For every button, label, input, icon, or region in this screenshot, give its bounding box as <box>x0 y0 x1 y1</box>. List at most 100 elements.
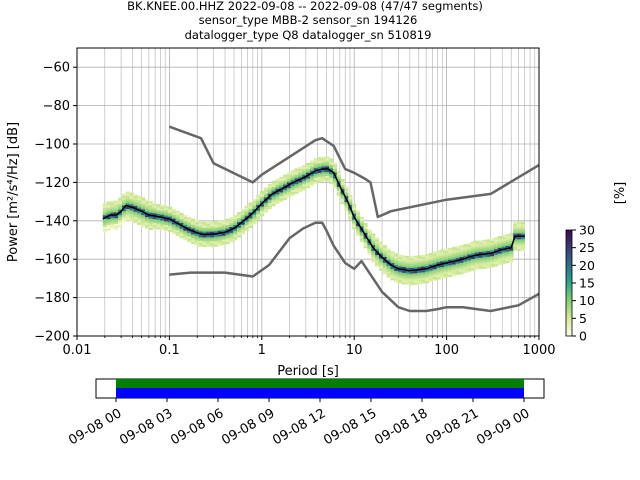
heat-cell <box>513 227 518 230</box>
heat-cell <box>206 239 211 242</box>
y-tick-label: −120 <box>34 176 70 191</box>
heat-cell <box>398 273 403 277</box>
heat-cell <box>252 216 257 219</box>
heat-cell <box>355 233 361 236</box>
heat-cell <box>352 205 357 209</box>
heat-cell <box>375 264 380 267</box>
heat-cell <box>340 182 345 185</box>
heat-cell <box>497 260 502 264</box>
heat-cell <box>187 217 192 220</box>
heat-cell <box>417 280 422 283</box>
heat-cell <box>409 259 414 263</box>
heat-cell <box>309 166 315 169</box>
heat-cell <box>233 238 238 241</box>
heat-cell <box>225 238 230 241</box>
heat-cell <box>405 259 410 263</box>
heat-cell <box>237 214 242 217</box>
heat-cell <box>279 195 284 199</box>
heat-cell <box>271 194 276 197</box>
heat-cell <box>202 237 207 240</box>
heat-cell <box>451 250 456 254</box>
heat-cell <box>179 220 184 223</box>
heat-cell <box>313 158 318 161</box>
heat-cell <box>160 210 165 213</box>
heat-cell <box>348 200 353 203</box>
heat-cell <box>152 205 157 208</box>
heat-cell <box>394 264 399 268</box>
heat-cell <box>501 246 506 249</box>
heat-cell <box>221 227 226 230</box>
heat-cell <box>375 239 380 242</box>
heat-cell <box>513 240 518 244</box>
heat-cell <box>367 234 372 238</box>
heat-cell <box>248 210 253 213</box>
heat-cell <box>497 243 502 246</box>
heat-cell <box>225 222 230 225</box>
heat-cell <box>386 250 391 253</box>
heat-cell <box>294 183 299 187</box>
heat-cell <box>517 248 522 251</box>
heat-cell <box>363 223 368 226</box>
heat-cell <box>467 242 472 245</box>
heat-cell <box>482 251 487 254</box>
heat-cell <box>202 223 207 226</box>
heat-cell <box>156 221 161 224</box>
heat-cell <box>513 225 518 228</box>
heat-cell <box>175 220 180 223</box>
heat-cell <box>424 254 430 257</box>
heat-cell <box>413 255 418 258</box>
heat-cell <box>187 236 192 239</box>
heat-cell <box>229 236 234 239</box>
heat-cell <box>206 240 211 244</box>
heat-cell <box>286 174 292 177</box>
heat-cell <box>125 201 130 204</box>
heat-cell <box>275 180 280 183</box>
heat-cell <box>175 226 180 229</box>
heat-cell <box>474 261 479 265</box>
heat-cell <box>329 164 334 167</box>
heat-cell <box>141 220 146 223</box>
heat-cell <box>121 205 127 208</box>
heat-cell <box>260 196 265 199</box>
heat-cell <box>428 262 433 265</box>
heat-cell <box>171 226 176 229</box>
heat-cell <box>332 166 338 169</box>
heat-cell <box>240 218 245 221</box>
heat-cell <box>106 209 111 212</box>
heat-cell <box>286 193 292 196</box>
heat-cell <box>190 228 196 231</box>
heat-cell <box>313 164 318 167</box>
heat-cell <box>129 194 134 197</box>
heat-cell <box>329 177 334 180</box>
heat-cell <box>432 274 437 277</box>
heat-cell <box>290 187 295 190</box>
heat-cell <box>517 233 522 236</box>
colorbar-tick-label: 25 <box>579 240 595 255</box>
heat-cell <box>252 222 257 225</box>
heat-cell <box>375 258 380 261</box>
heat-cell <box>118 203 123 206</box>
colorbar-tick-label: 15 <box>579 276 595 291</box>
heat-cell <box>348 196 353 200</box>
heat-cell <box>359 216 364 219</box>
heat-cell <box>194 243 199 246</box>
heat-cell <box>141 197 146 200</box>
heat-cell <box>152 222 157 225</box>
heat-cell <box>129 202 134 205</box>
heat-cell <box>367 229 372 232</box>
heat-cell <box>478 263 483 266</box>
heat-cell <box>233 230 238 233</box>
heat-cell <box>213 234 219 238</box>
heat-cell <box>309 179 315 182</box>
heat-cell <box>378 268 384 271</box>
heat-cell <box>478 242 483 245</box>
heat-cell <box>190 232 196 235</box>
heat-cell <box>378 251 384 254</box>
heat-cell <box>401 261 407 264</box>
heat-cell <box>424 263 430 266</box>
heat-cell <box>260 204 265 207</box>
heat-cell <box>321 173 326 176</box>
heat-cell <box>505 251 510 254</box>
heat-cell <box>260 213 265 217</box>
heat-cell <box>344 186 349 189</box>
